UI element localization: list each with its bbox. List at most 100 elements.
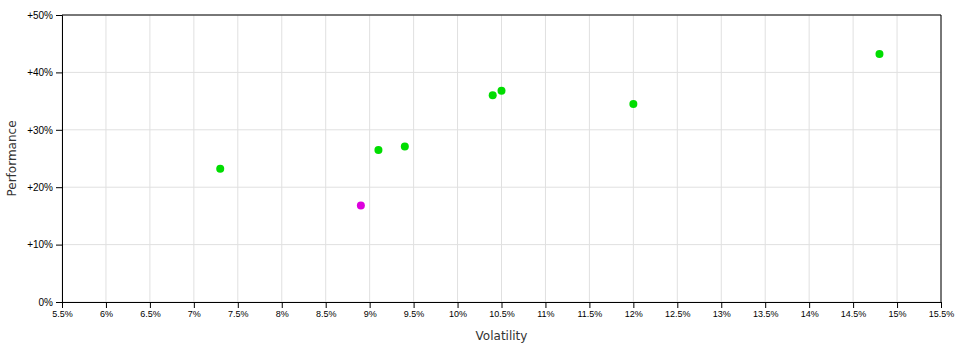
y-tick: +50% (27, 10, 62, 21)
x-tick-mark (677, 302, 678, 308)
y-tick-mark (56, 187, 62, 188)
x-tick: 14.5% (841, 302, 867, 319)
x-tick: 9% (364, 302, 377, 319)
x-tick-label: 11% (537, 309, 554, 319)
x-axis: 5.5% 6% 6.5% 7% 7.5% 8% 8.5% 9% 9.5% 10% 10.5% 11% 1… (52, 302, 954, 319)
x-tick: 12% (625, 302, 643, 319)
x-tick-label: 15.5% (929, 309, 955, 319)
x-tick-mark (853, 302, 854, 308)
x-grid-line (457, 15, 458, 302)
y-grid-line (62, 72, 941, 73)
y-tick: +10% (27, 239, 62, 250)
y-grid-line (62, 129, 941, 130)
x-grid-line (765, 15, 766, 302)
x-tick-label: 6% (100, 309, 113, 319)
x-tick-mark (589, 302, 590, 308)
x-tick-label: 7.5% (228, 309, 249, 319)
x-tick-mark (633, 302, 634, 308)
x-grid-line (501, 15, 502, 302)
x-tick-mark (809, 302, 810, 308)
y-tick-label: +10% (27, 239, 53, 250)
point (216, 165, 224, 173)
x-tick-label: 12% (625, 309, 643, 319)
y-tick: 0% (39, 297, 62, 308)
x-tick-label: 9% (364, 309, 377, 319)
x-grid-line (105, 15, 106, 302)
point (401, 142, 409, 150)
x-grid-line (721, 15, 722, 302)
x-tick-mark (897, 302, 898, 308)
y-tick-label: +50% (27, 10, 53, 21)
x-tick: 14% (801, 302, 819, 319)
y-tick: +20% (27, 182, 62, 193)
y-grid-line (62, 187, 941, 188)
x-tick: 9.5% (404, 302, 425, 319)
x-tick: 8.5% (316, 302, 337, 319)
x-tick-label: 10.5% (489, 309, 515, 319)
x-tick-mark (545, 302, 546, 308)
x-tick: 7.5% (228, 302, 249, 319)
x-tick-mark (458, 302, 459, 308)
series (216, 50, 883, 173)
x-tick-mark (106, 302, 107, 308)
x-grid-line (853, 15, 854, 302)
y-tick: +30% (27, 125, 62, 136)
x-tick-label: 8% (276, 309, 289, 319)
y-grid-line (62, 15, 941, 16)
x-tick: 7% (188, 302, 201, 319)
x-axis-line (63, 303, 942, 309)
x-tick: 10.5% (489, 302, 515, 319)
x-tick-mark (370, 302, 371, 308)
x-tick-mark (721, 302, 722, 308)
point (374, 146, 382, 154)
x-tick-mark (326, 302, 327, 308)
point (489, 91, 497, 99)
y-axis-line (56, 16, 63, 303)
x-tick: 5.5% (52, 302, 73, 319)
x-tick-mark (941, 302, 942, 308)
plot: 5.5% 6% 6.5% 7% 7.5% 8% 8.5% 9% 9.5% 10% 10.5% 11% 1… (27, 10, 954, 320)
x-tick: 6% (100, 302, 113, 319)
x-grid-line (413, 15, 414, 302)
x-tick: 11% (537, 302, 554, 319)
x-tick-label: 12.5% (665, 309, 691, 319)
x-axis-title: Volatility (476, 329, 528, 343)
x-tick-mark (502, 302, 503, 308)
plot-frame (941, 15, 942, 302)
x-tick-mark (194, 302, 195, 308)
y-tick: +40% (27, 67, 62, 78)
x-grid-line (237, 15, 238, 302)
x-grid-line (325, 15, 326, 302)
x-tick: 15.5% (929, 302, 955, 319)
x-grid-line (809, 15, 810, 302)
grid (62, 15, 941, 302)
x-grid-line (589, 15, 590, 302)
x-tick: 11.5% (577, 302, 602, 319)
x-tick-label: 7% (188, 309, 201, 319)
plot-frame (62, 15, 941, 16)
y-tick-mark (56, 302, 62, 303)
point (875, 50, 883, 58)
x-tick: 6.5% (140, 302, 161, 319)
x-tick: 13% (713, 302, 731, 319)
point (629, 100, 637, 108)
x-grid-line (193, 15, 194, 302)
x-grid-line (897, 15, 898, 302)
x-tick-label: 15% (889, 309, 907, 319)
x-tick-label: 5.5% (52, 309, 73, 319)
y-tick-label: +30% (27, 125, 53, 136)
y-tick-label: +20% (27, 182, 53, 193)
x-grid-line (941, 15, 942, 302)
x-tick: 10% (449, 302, 467, 319)
y-tick-label: +40% (27, 67, 53, 78)
x-tick-label: 9.5% (404, 309, 425, 319)
x-tick: 8% (276, 302, 289, 319)
points (216, 50, 883, 210)
x-tick-label: 6.5% (140, 309, 161, 319)
y-grid-line (62, 244, 941, 245)
x-tick: 13.5% (753, 302, 779, 319)
x-tick: 12.5% (665, 302, 691, 319)
y-axis-title: Performance (5, 120, 19, 196)
x-grid-line (369, 15, 370, 302)
x-tick: 15% (889, 302, 907, 319)
